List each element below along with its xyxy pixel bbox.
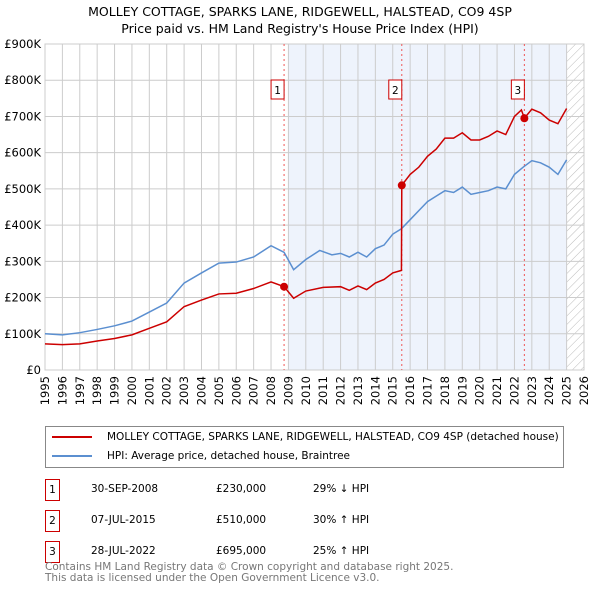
x-tick-label: 2024	[542, 376, 556, 405]
x-tick-label: 2025	[560, 376, 574, 405]
x-tick-label: 2014	[368, 376, 382, 405]
sale-date: 28-JUL-2022	[91, 545, 156, 557]
x-tick-label: 2002	[160, 376, 174, 405]
x-tick-label: 2021	[490, 376, 504, 405]
x-tick-label: 2026	[577, 376, 591, 405]
sale-point	[397, 181, 406, 190]
property-price-line	[44, 108, 568, 346]
footer-line: Contains HM Land Registry data © Crown c…	[45, 561, 454, 573]
sale-label: 1	[274, 85, 281, 97]
sale-label: 2	[392, 85, 399, 97]
x-tick-label: 1996	[55, 376, 69, 405]
price-chart: 1995 1996 1997 1998 1999 2000 2001 2002 2003 2004…	[4, 37, 591, 405]
sale-date: 07-JUL-2015	[91, 514, 156, 526]
sale-date: 30-SEP-2008	[91, 483, 159, 495]
x-tick-label: 2023	[525, 376, 539, 405]
legend: MOLLEY COTTAGE, SPARKS LANE, RIDGEWELL, …	[45, 426, 564, 468]
x-tick-label: 2007	[247, 376, 261, 405]
y-tick-label: £900K	[4, 37, 41, 51]
y-tick-label: £800K	[4, 73, 41, 87]
x-tick-label: 2008	[264, 376, 278, 405]
x-tick-label: 2020	[473, 376, 487, 405]
y-tick-label: £200K	[4, 291, 41, 305]
footer-line: This data is licensed under the Open Gov…	[45, 572, 380, 584]
x-tick-label: 2012	[334, 376, 348, 405]
x-tick-label: 1999	[108, 376, 122, 405]
sale-hpi-diff: 30% ↑ HPI	[313, 514, 370, 526]
chart-subtitle: Price paid vs. HM Land Registry's House …	[121, 21, 479, 36]
y-tick-label: £500K	[4, 182, 41, 196]
x-tick-label: 2009	[281, 376, 295, 405]
legend-item-property: MOLLEY COTTAGE, SPARKS LANE, RIDGEWELL, …	[52, 428, 559, 446]
x-tick-label: 2022	[507, 376, 521, 405]
sale-label-box	[510, 79, 525, 100]
y-tick-label: £300K	[4, 254, 41, 268]
y-tick-label: £600K	[4, 146, 41, 160]
sale-hpi-diff: 25% ↑ HPI	[313, 545, 370, 557]
sale-hpi-diff: 29% ↓ HPI	[313, 483, 370, 495]
y-tick-label: £0	[26, 363, 41, 377]
legend-label: MOLLEY COTTAGE, SPARKS LANE, RIDGEWELL, …	[107, 431, 559, 443]
chart-title: MOLLEY COTTAGE, SPARKS LANE, RIDGEWELL, …	[88, 4, 512, 19]
x-tick-label: 2005	[212, 376, 226, 405]
legend-swatch-red	[52, 436, 92, 438]
legend-item-hpi: HPI: Average price, detached house, Brai…	[52, 447, 350, 465]
x-tick-label: 2000	[125, 376, 139, 405]
x-tick-label: 2003	[177, 376, 191, 405]
sale-number: 3	[45, 541, 60, 563]
x-tick-label: 2004	[194, 376, 208, 405]
x-tick-label: 2006	[229, 376, 243, 405]
hatched-future	[566, 44, 584, 370]
x-tick-label: 1995	[38, 376, 52, 405]
y-tick-label: £700K	[4, 109, 41, 123]
sale-number: 2	[45, 510, 60, 532]
x-tick-label: 2001	[142, 376, 156, 405]
x-tick-label: 2010	[299, 376, 313, 405]
sale-point	[280, 282, 289, 291]
x-tick-label: 2016	[403, 376, 417, 405]
x-tick-label: 2018	[438, 376, 452, 405]
sale-label-box	[270, 79, 285, 100]
x-tick-label: 2013	[351, 376, 365, 405]
x-tick-label: 1998	[90, 376, 104, 405]
hpi-line	[44, 159, 568, 336]
sale-price: £510,000	[216, 514, 267, 526]
sale-point	[520, 114, 529, 123]
sale-price: £695,000	[216, 545, 267, 557]
sale-label-box	[388, 79, 403, 100]
sale-number: 1	[45, 479, 60, 501]
sale-label: 3	[515, 85, 522, 97]
x-tick-label: 2017	[421, 376, 435, 405]
sale-price: £230,000	[216, 483, 267, 495]
legend-label: HPI: Average price, detached house, Brai…	[107, 450, 351, 462]
plot-frame	[44, 43, 585, 371]
y-tick-label: £100K	[4, 327, 41, 341]
x-tick-label: 1997	[73, 376, 87, 405]
footer: Contains HM Land Registry data © Crown c…	[45, 562, 453, 584]
legend-swatch-blue	[52, 455, 92, 457]
x-tick-label: 2015	[386, 376, 400, 405]
y-tick-label: £400K	[4, 218, 41, 232]
x-tick-label: 2011	[316, 376, 330, 405]
x-tick-label: 2019	[455, 376, 469, 405]
